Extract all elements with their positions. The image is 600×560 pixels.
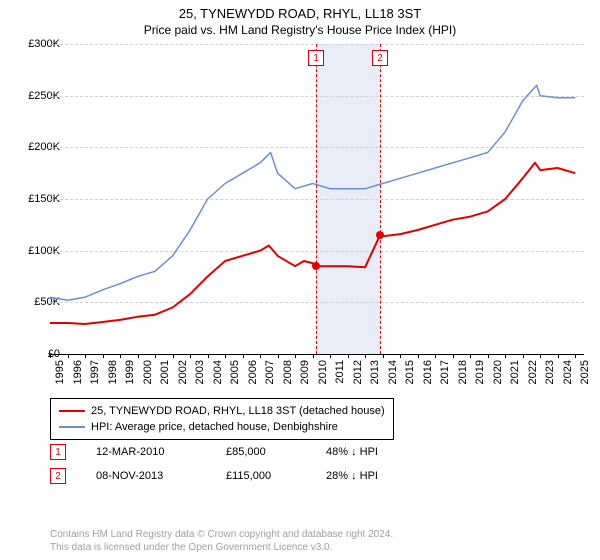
legend-item: HPI: Average price, detached house, Denb… <box>59 419 385 435</box>
x-tick-label: 2004 <box>212 360 224 384</box>
x-tick-label: 2008 <box>282 360 294 384</box>
x-tick-label: 2015 <box>404 360 416 384</box>
sale-date: 08-NOV-2013 <box>96 470 196 482</box>
x-tick-label: 2000 <box>142 360 154 384</box>
sale-diff: 48% ↓ HPI <box>326 446 406 458</box>
x-tick-label: 2018 <box>457 360 469 384</box>
sale-price: £85,000 <box>226 446 296 458</box>
x-tick-label: 2012 <box>352 360 364 384</box>
x-tick-label: 2022 <box>527 360 539 384</box>
sale-marker-icon: 1 <box>308 50 324 66</box>
x-tick-label: 2002 <box>177 360 189 384</box>
x-tick-label: 2019 <box>474 360 486 384</box>
attribution-line: This data is licensed under the Open Gov… <box>50 541 393 554</box>
x-tick-label: 2001 <box>159 360 171 384</box>
legend-swatch <box>59 426 85 428</box>
x-tick-label: 2024 <box>562 360 574 384</box>
legend-label: 25, TYNEWYDD ROAD, RHYL, LL18 3ST (detac… <box>91 403 385 419</box>
legend: 25, TYNEWYDD ROAD, RHYL, LL18 3ST (detac… <box>50 398 394 440</box>
sale-diff: 28% ↓ HPI <box>326 470 406 482</box>
x-tick-label: 1998 <box>107 360 119 384</box>
sale-point-icon <box>312 262 320 270</box>
sale-vline <box>316 44 317 354</box>
legend-item: 25, TYNEWYDD ROAD, RHYL, LL18 3ST (detac… <box>59 403 385 419</box>
x-tick-label: 1996 <box>72 360 84 384</box>
x-tick-label: 2003 <box>194 360 206 384</box>
x-tick-label: 2006 <box>247 360 259 384</box>
sale-marker-icon: 2 <box>50 468 66 484</box>
x-tick-label: 2010 <box>317 360 329 384</box>
sale-row: 1 12-MAR-2010 £85,000 48% ↓ HPI <box>50 444 406 460</box>
x-tick-label: 1995 <box>54 360 66 384</box>
x-tick-label: 2009 <box>299 360 311 384</box>
chart-title: 25, TYNEWYDD ROAD, RHYL, LL18 3ST <box>0 0 600 21</box>
x-tick-label: 2020 <box>492 360 504 384</box>
x-tick-label: 2017 <box>439 360 451 384</box>
sale-marker-icon: 2 <box>372 50 388 66</box>
x-tick-label: 2013 <box>369 360 381 384</box>
x-tick-label: 2025 <box>579 360 591 384</box>
sale-vline <box>380 44 381 354</box>
chart-subtitle: Price paid vs. HM Land Registry's House … <box>0 21 600 41</box>
sale-date: 12-MAR-2010 <box>96 446 196 458</box>
sale-marker-icon: 1 <box>50 444 66 460</box>
x-tick-label: 1997 <box>89 360 101 384</box>
sale-row: 2 08-NOV-2013 £115,000 28% ↓ HPI <box>50 468 406 484</box>
x-tick-label: 1999 <box>124 360 136 384</box>
sale-price: £115,000 <box>226 470 296 482</box>
attribution: Contains HM Land Registry data © Crown c… <box>50 528 393 554</box>
x-tick-label: 2023 <box>544 360 556 384</box>
x-tick-label: 2021 <box>509 360 521 384</box>
x-tick-label: 2005 <box>229 360 241 384</box>
sale-point-icon <box>376 231 384 239</box>
legend-swatch <box>59 410 85 412</box>
legend-label: HPI: Average price, detached house, Denb… <box>91 419 338 435</box>
x-tick-label: 2014 <box>387 360 399 384</box>
chart-container: 25, TYNEWYDD ROAD, RHYL, LL18 3ST Price … <box>0 0 600 560</box>
x-tick-label: 2016 <box>422 360 434 384</box>
x-tick-label: 2007 <box>264 360 276 384</box>
attribution-line: Contains HM Land Registry data © Crown c… <box>50 528 393 541</box>
x-tick-label: 2011 <box>334 360 346 384</box>
